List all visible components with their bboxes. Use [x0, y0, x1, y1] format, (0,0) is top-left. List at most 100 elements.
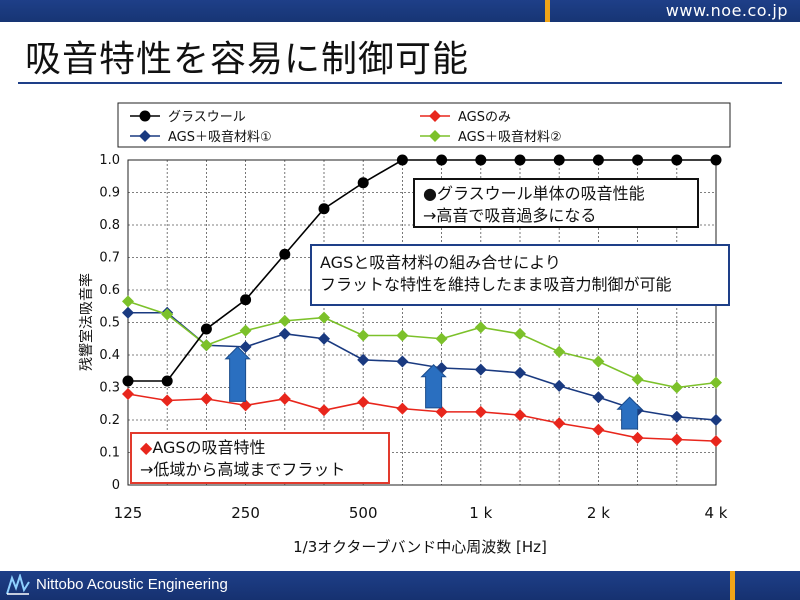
data-point	[396, 154, 408, 166]
ags-callout-line1: ◆AGSの吸音特性	[140, 437, 380, 459]
data-point	[139, 130, 151, 142]
data-point	[279, 248, 291, 260]
data-point	[474, 405, 487, 418]
data-point	[396, 402, 409, 415]
series-line	[128, 311, 717, 421]
data-point	[436, 154, 448, 166]
data-point	[474, 363, 487, 376]
data-point	[278, 392, 291, 405]
series-line	[127, 300, 717, 389]
series-line	[128, 159, 716, 382]
data-point	[122, 388, 134, 400]
up-arrow-icon	[420, 364, 447, 409]
data-point	[631, 373, 644, 386]
data-point	[435, 405, 448, 418]
glass-wool-callout-line1: ●グラスウール単体の吸音性能	[423, 184, 645, 203]
y-tick-label: 0.1	[99, 446, 120, 461]
x-tick-label: 250	[231, 504, 260, 522]
data-point	[710, 414, 722, 426]
data-point	[514, 366, 526, 379]
y-tick-label: 0.7	[99, 251, 120, 266]
y-tick-label: 0.6	[99, 283, 120, 298]
ags-callout: ◆AGSの吸音特性 →低域から高域までフラット	[130, 432, 390, 484]
series-3	[122, 295, 722, 394]
data-point	[435, 332, 448, 345]
data-point	[161, 308, 174, 321]
absorber-callout-line1: AGSと吸音材料の組み合せにより	[320, 253, 561, 272]
data-point	[200, 323, 212, 335]
data-point	[357, 396, 370, 409]
y-axis-label: 残響室法吸音率	[78, 273, 95, 371]
x-tick-label: 125	[114, 504, 143, 522]
y-tick-label: 0	[112, 478, 120, 493]
y-tick-label: 0.9	[99, 186, 120, 201]
data-point	[396, 329, 409, 342]
footer-accent	[730, 571, 735, 600]
y-tick-label: 0.3	[99, 381, 120, 396]
data-point	[553, 379, 566, 392]
legend-label: AGS＋吸音材料②	[458, 129, 562, 145]
data-point	[161, 375, 173, 387]
data-point	[239, 340, 252, 353]
legend-item: AGSのみ	[420, 110, 511, 125]
data-point	[357, 177, 369, 189]
x-tick-label: 4 k	[705, 504, 728, 522]
data-point	[139, 110, 151, 122]
company-logo-icon	[6, 574, 30, 595]
y-tick-label: 0.5	[99, 316, 120, 331]
ags-callout-title: AGSの吸音特性	[152, 438, 266, 457]
y-tick-label: 0.4	[99, 348, 120, 363]
data-point	[710, 154, 722, 166]
data-point	[122, 306, 134, 319]
data-point	[670, 410, 683, 423]
data-point	[474, 321, 487, 334]
page-title: 吸音特性を容易に制御可能	[25, 39, 470, 80]
data-point	[710, 435, 722, 448]
legend-label: AGSのみ	[458, 110, 511, 125]
y-tick-label: 0.8	[99, 218, 120, 233]
ags-callout-line2: →低域から高域までフラット	[140, 460, 346, 479]
up-arrow-icon	[224, 346, 251, 402]
y-tick-label: 0.2	[99, 413, 120, 428]
data-point	[592, 355, 605, 368]
data-point	[632, 154, 644, 166]
data-point	[200, 339, 213, 352]
data-point	[429, 130, 441, 142]
data-point	[357, 353, 370, 366]
data-point	[278, 314, 291, 327]
series-line	[127, 393, 717, 442]
banner-accent	[545, 0, 550, 22]
data-point	[357, 329, 370, 342]
data-point	[239, 324, 252, 337]
absorber-callout: AGSと吸音材料の組み合せにより フラットな特性を維持したまま吸音力制御が可能	[310, 244, 730, 306]
data-point	[670, 433, 683, 446]
data-point	[514, 154, 526, 166]
data-point	[671, 154, 683, 166]
data-point	[429, 110, 441, 122]
chart-axes: 0 0.1 0.2 0.3 0.4 0.5 0.6 0.7 0.8 0.9 1.0 125 250 500…	[99, 153, 727, 522]
data-point	[514, 409, 526, 422]
absorber-callout-line2: フラットな特性を維持したまま吸音力制御が可能	[320, 275, 672, 294]
x-axis-label: 1/3オクターブバンド中心周波数 [Hz]	[293, 538, 547, 556]
data-point	[200, 392, 213, 405]
legend-label: AGS＋吸音材料①	[168, 129, 272, 145]
data-point	[710, 376, 722, 389]
glass-wool-callout: ●グラスウール単体の吸音性能 →高音で吸音過多になる	[413, 178, 699, 228]
data-point	[396, 355, 409, 368]
series-1	[122, 388, 722, 448]
data-point	[318, 404, 330, 417]
x-tick-label: 500	[349, 504, 378, 522]
absorption-chart: グラスウール AGSのみ AGS＋吸音材料① AGS＋吸音材料② 0 0.1 0.2 0.3…	[78, 102, 731, 556]
top-banner: www.noe.co.jp	[0, 0, 800, 22]
legend-item: グラスウール	[130, 110, 246, 125]
data-point	[592, 154, 604, 166]
data-point	[122, 375, 134, 387]
chart-legend: グラスウール AGSのみ AGS＋吸音材料① AGS＋吸音材料②	[117, 102, 731, 148]
data-point	[514, 327, 526, 340]
data-point	[592, 391, 605, 404]
up-arrow-icon	[616, 396, 643, 430]
data-point	[553, 345, 566, 358]
red-diamond-icon: ◆	[140, 438, 153, 457]
data-point	[592, 423, 605, 436]
data-point	[161, 394, 174, 407]
